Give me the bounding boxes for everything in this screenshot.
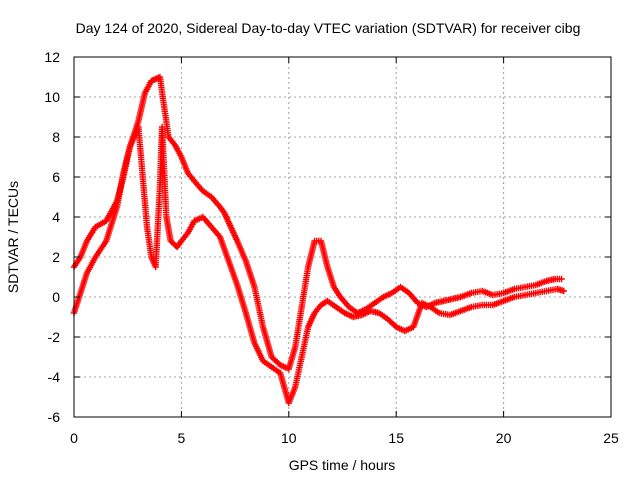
x-tick-label: 15 — [388, 430, 404, 446]
upper-branch-point — [558, 275, 565, 283]
plot-frame — [73, 56, 612, 418]
x-tick-label: 25 — [603, 430, 619, 446]
x-tick-label: 20 — [496, 430, 512, 446]
lower-branch-point — [560, 287, 567, 295]
y-tick-label: 6 — [52, 169, 60, 185]
axis-ticks — [73, 56, 612, 418]
y-tick-label: -2 — [48, 329, 61, 345]
y-axis-label: SDTVAR / TECUs — [5, 181, 21, 293]
y-tick-label: 12 — [44, 49, 60, 65]
y-tick-label: 8 — [52, 129, 60, 145]
x-tick-label: 10 — [281, 430, 297, 446]
y-tick-label: 4 — [52, 209, 60, 225]
data-points — [70, 73, 567, 407]
grid — [74, 57, 611, 417]
y-tick-label: 2 — [52, 249, 60, 265]
tick-labels: 0 5 10 15 20 25 -6 -4 -2 0 2 4 6 8 10 12 — [44, 49, 619, 446]
y-tick-label: 10 — [44, 89, 60, 105]
x-axis-label: GPS time / hours — [289, 457, 396, 473]
x-tick-label: 0 — [70, 430, 78, 446]
y-tick-label: 0 — [52, 289, 60, 305]
y-tick-label: -4 — [48, 369, 61, 385]
x-tick-label: 5 — [178, 430, 186, 446]
chart-title: Day 124 of 2020, Sidereal Day-to-day VTE… — [76, 20, 581, 36]
y-tick-label: -6 — [48, 409, 61, 425]
